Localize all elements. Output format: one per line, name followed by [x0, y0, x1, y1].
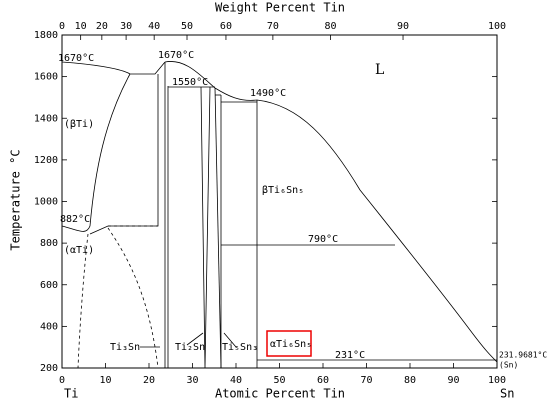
ti5sn3-left	[214, 87, 222, 369]
top-tick-label: 0	[59, 21, 65, 32]
label: 1670°C	[58, 53, 94, 64]
phase-label: βTi₆Sn₅	[262, 185, 304, 196]
y-tick-label: 1800	[34, 30, 58, 41]
liquidus-right	[164, 61, 498, 363]
phase-label: αTi₆Sn₅	[270, 339, 312, 350]
beta-boundary	[89, 74, 159, 235]
y-tick-label: 400	[40, 321, 58, 332]
highlight-box	[266, 330, 312, 357]
x-tick-label: 60	[317, 375, 329, 386]
top-tick-label: 50	[181, 21, 193, 32]
label: (αTi)	[64, 245, 94, 256]
bottom-axis-label: Atomic Percent Tin	[215, 387, 345, 401]
plot-frame	[61, 34, 498, 369]
top-tick-label: 80	[325, 21, 337, 32]
label: 1550°C	[172, 77, 208, 88]
label: 1490°C	[250, 88, 286, 99]
label: 231.9681°C	[499, 351, 547, 360]
y-tick-label: 1000	[34, 197, 58, 208]
y-tick-label: 600	[40, 280, 58, 291]
x-tick-label: 10	[99, 375, 111, 386]
top-tick-label: 100	[488, 21, 506, 32]
x-tick-label: 50	[273, 375, 285, 386]
left-axis-label: Temperature °C	[9, 149, 23, 250]
top-tick-label: 30	[120, 21, 132, 32]
y-tick-label: 1200	[34, 155, 58, 166]
left-element: Ti	[64, 387, 78, 401]
top-tick-label: 20	[96, 21, 108, 32]
ti3sn-solvus	[107, 227, 159, 369]
y-tick-label: 800	[40, 238, 58, 249]
x-tick-label: 0	[59, 375, 65, 386]
label: 1670°C	[158, 50, 194, 61]
top-tick-label: 40	[148, 21, 160, 32]
x-tick-label: 90	[447, 375, 459, 386]
y-tick-label: 1400	[34, 113, 58, 124]
label: (Sn)	[499, 361, 518, 370]
phase-lines	[61, 61, 498, 369]
right-element: Sn	[500, 387, 514, 401]
top-axis-label: Weight Percent Tin	[215, 1, 345, 15]
phase-label: Ti₃Sn	[110, 342, 140, 353]
top-tick-label: 60	[220, 21, 232, 32]
beta-transus	[61, 73, 131, 232]
phase-label: Ti₅Sn₃	[222, 342, 258, 353]
label: 231°C	[335, 350, 365, 361]
liquidus-left	[61, 61, 166, 75]
x-tick-label: 80	[404, 375, 416, 386]
top-tick-label: 70	[267, 21, 279, 32]
y-tick-label: 200	[40, 363, 58, 374]
label: 882°C	[60, 214, 90, 225]
top-tick-label: 90	[397, 21, 409, 32]
arrows	[140, 332, 237, 348]
x-tick-label: 30	[186, 375, 198, 386]
x-tick-label: 40	[230, 375, 242, 386]
x-tick-label: 20	[143, 375, 155, 386]
x-tick-label: 70	[360, 375, 372, 386]
label: (βTi)	[64, 119, 94, 130]
top-tick-label: 10	[75, 21, 87, 32]
label: L	[375, 62, 384, 78]
x-tick-label: 100	[488, 375, 506, 386]
phase-label: Ti₂Sn	[175, 342, 205, 353]
label: 790°C	[308, 234, 338, 245]
ti2sn-line	[200, 86, 211, 369]
y-tick-label: 1600	[34, 72, 58, 83]
alpha-solvus	[77, 233, 89, 369]
